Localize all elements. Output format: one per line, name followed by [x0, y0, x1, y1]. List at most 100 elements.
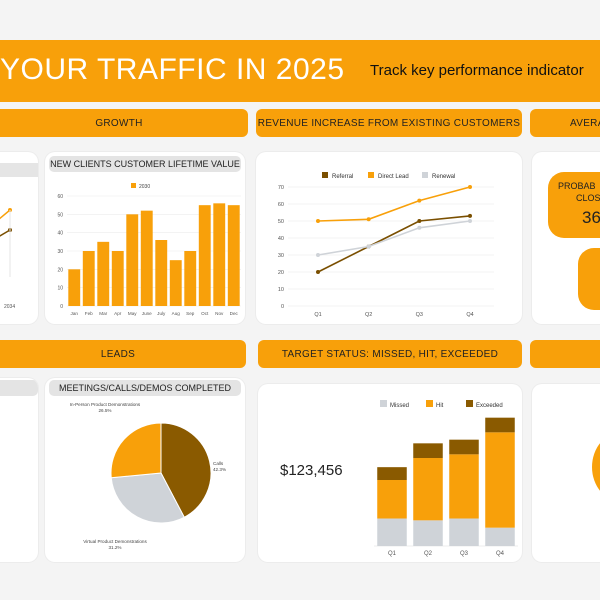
y-tick-label: 50	[278, 219, 284, 225]
data-point	[417, 225, 422, 230]
legend-swatch-2030	[131, 183, 136, 188]
lifetime-value-card: NEW CLIENTS CUSTOMER LIFETIME VALUE 2030…	[45, 152, 245, 324]
legend-label: Direct Lead	[378, 174, 409, 180]
data-point	[468, 185, 472, 189]
pie-label-name: Calls	[213, 461, 224, 466]
pie-label-pct: 31.2%	[108, 545, 121, 550]
y-tick-label: 10	[278, 287, 284, 293]
pie-label-name: Virtual Product Demonstrations	[83, 539, 147, 544]
bar	[140, 210, 153, 306]
stack-segment-missed	[485, 527, 515, 546]
x-tick-label: Aug	[172, 311, 181, 316]
bar	[169, 260, 182, 306]
bar	[126, 214, 139, 306]
target-chart: Missed Hit Exceeded Q1 Q2 Q3 Q4	[374, 400, 518, 557]
revenue-chart: Referral Direct Lead Renewal 0 10 20 30 40 50 60 7…	[278, 172, 494, 318]
legend-swatch-renewal	[422, 172, 428, 178]
x-tick-label: Q1	[388, 551, 397, 557]
stack-segment-hit	[485, 432, 515, 528]
data-point	[316, 270, 320, 274]
y-tick-label: 40	[278, 236, 284, 242]
stack-segment-exceeded	[485, 417, 515, 433]
bar	[111, 251, 124, 306]
legend-label-2030: 2030	[139, 184, 150, 190]
data-point	[468, 219, 472, 223]
stack-segment-missed	[377, 518, 407, 546]
probability-pill	[548, 172, 600, 238]
x-tick-label: Q2	[424, 551, 433, 557]
gauge-partial	[592, 432, 600, 502]
growth-chart-partial: 2034	[0, 163, 38, 310]
bar	[68, 269, 81, 306]
data-point	[468, 213, 472, 218]
series-line-direct-lead	[317, 186, 471, 222]
y-tick-label: 10	[57, 286, 63, 292]
x-tick-label: May	[128, 311, 137, 316]
section-growth: GROWTH	[0, 109, 248, 137]
probability-pill-2	[578, 248, 600, 310]
pie-label-name: In-Person Product Demonstrations	[70, 402, 141, 407]
bar	[184, 251, 197, 306]
legend-label: Hit	[436, 403, 444, 409]
probability-value: 36	[582, 208, 600, 227]
probability-label-2: CLOS	[576, 193, 600, 203]
growth-card: 2034	[0, 152, 38, 324]
stack-segment-hit	[377, 480, 407, 519]
x-tick-label: Jan	[71, 311, 79, 316]
x-tick-label: Feb	[85, 311, 93, 316]
x-tick-label: Mar	[99, 311, 107, 316]
legend-swatch-referral	[322, 172, 328, 178]
lifetime-value-title: NEW CLIENTS CUSTOMER LIFETIME VALUE	[49, 156, 241, 172]
bar	[155, 240, 168, 306]
leads-card	[0, 378, 38, 562]
x-tick-label: Oct	[201, 311, 209, 316]
legend-swatch-exceeded	[466, 400, 473, 407]
y-tick-label: 70	[278, 185, 284, 191]
data-point	[316, 219, 320, 223]
bar	[82, 251, 95, 306]
data-point	[366, 217, 371, 222]
probability-card: PROBAB CLOS 36	[532, 152, 600, 324]
stack-segment-missed	[413, 520, 443, 546]
probability-label-1: PROBAB	[558, 181, 596, 191]
x-tick-label: Q4	[466, 312, 473, 318]
right-partial-card	[532, 384, 600, 562]
pie-label-pct: 26.5%	[98, 408, 111, 413]
stack-segment-missed	[449, 518, 479, 546]
section-average: AVERA	[530, 109, 600, 137]
legend-label: Missed	[390, 403, 409, 409]
y-tick-label: 30	[278, 253, 284, 259]
x-tick-label: Nov	[215, 311, 224, 316]
legend-swatch-missed	[380, 400, 387, 407]
legend-label: Renewal	[432, 174, 455, 180]
growth-axis-label: 2034	[4, 304, 15, 310]
stack-segment-hit	[413, 458, 443, 521]
x-tick-label: June	[142, 311, 152, 316]
x-tick-label: Q3	[460, 551, 469, 557]
x-tick-label: Q3	[416, 312, 423, 318]
section-target: TARGET STATUS: MISSED, HIT, EXCEEDED	[258, 340, 522, 368]
y-tick-label: 50	[57, 212, 63, 218]
y-tick-label: 60	[278, 202, 284, 208]
legend-label: Exceeded	[476, 403, 503, 409]
data-point	[366, 244, 371, 249]
legend-label: Referral	[332, 174, 353, 180]
legend-swatch-hit	[426, 400, 433, 407]
y-tick-label: 20	[278, 270, 284, 276]
x-tick-label: Q1	[314, 312, 321, 318]
x-tick-label: Apr	[114, 311, 122, 316]
meetings-title: MEETINGS/CALLS/DEMOS COMPLETED	[49, 380, 241, 396]
revenue-card: Referral Direct Lead Renewal 0 10 20 30 40 50 60 7…	[256, 152, 522, 324]
series-line-referral	[317, 215, 471, 273]
bar	[227, 205, 240, 306]
section-partial-right	[530, 340, 600, 368]
y-tick-label: 60	[57, 194, 63, 200]
data-point	[316, 253, 320, 257]
section-leads: LEADS	[0, 340, 246, 368]
target-card: $123,456 Missed Hit Exceeded Q1 Q2 Q3 Q4	[258, 384, 522, 562]
y-tick-label: 30	[57, 249, 63, 255]
section-revenue: REVENUE INCREASE FROM EXISTING CUSTOMERS	[256, 109, 522, 137]
y-tick-label: 0	[60, 304, 63, 310]
